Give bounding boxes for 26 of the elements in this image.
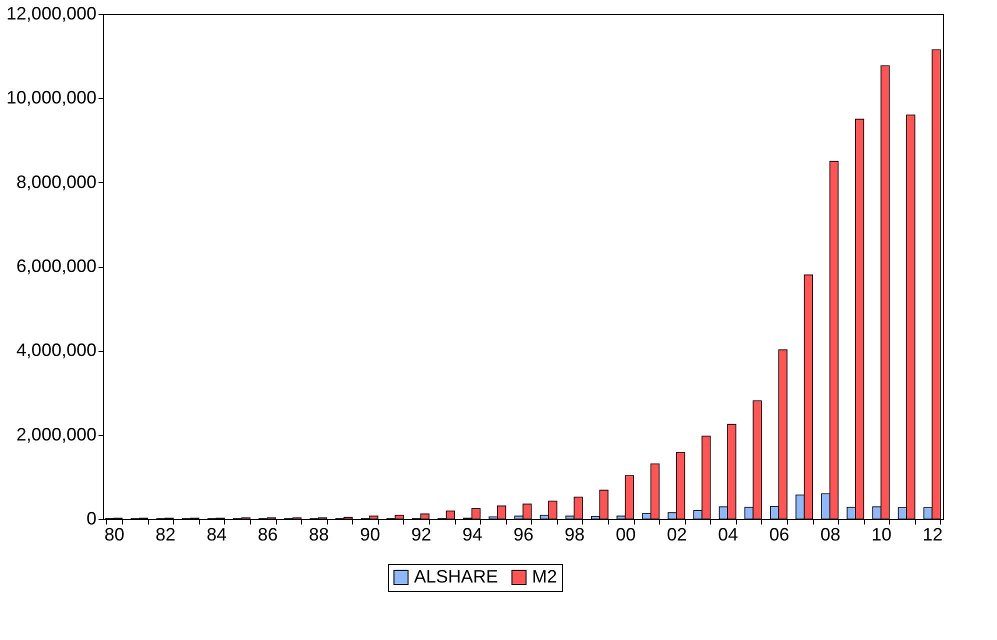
x-tick-label: 08 bbox=[820, 524, 840, 544]
x-tick-label: 82 bbox=[155, 524, 176, 544]
x-tick-label: 04 bbox=[718, 524, 738, 544]
x-tick-label: 00 bbox=[616, 524, 636, 544]
x-tick-label: 96 bbox=[513, 524, 534, 544]
x-tick-label: 10 bbox=[871, 524, 892, 544]
y-tick-label: 0 bbox=[86, 508, 96, 528]
y-tick-label: 12,000,000 bbox=[6, 4, 96, 24]
x-tick-label: 80 bbox=[104, 524, 124, 544]
x-tick-label: 84 bbox=[206, 524, 227, 544]
y-tick-label: 8,000,000 bbox=[16, 172, 96, 192]
x-tick-label: 86 bbox=[258, 524, 278, 544]
legend-label: M2 bbox=[532, 566, 558, 586]
y-tick-label: 10,000,000 bbox=[6, 88, 96, 108]
x-tick-label: 06 bbox=[769, 524, 790, 544]
x-tick-label: 88 bbox=[308, 524, 329, 544]
x-tick-label: 92 bbox=[411, 524, 432, 544]
x-tick-label: 98 bbox=[564, 524, 585, 544]
x-tick-label: 94 bbox=[462, 524, 482, 544]
y-tick-label: 4,000,000 bbox=[16, 340, 96, 360]
x-tick-label: 02 bbox=[666, 524, 687, 544]
y-tick-label: 6,000,000 bbox=[16, 256, 96, 276]
y-tick-label: 2,000,000 bbox=[16, 424, 96, 444]
legend-label: ALSHARE bbox=[414, 566, 498, 586]
x-tick-label: 12 bbox=[922, 524, 943, 544]
x-tick-label: 90 bbox=[360, 524, 380, 544]
